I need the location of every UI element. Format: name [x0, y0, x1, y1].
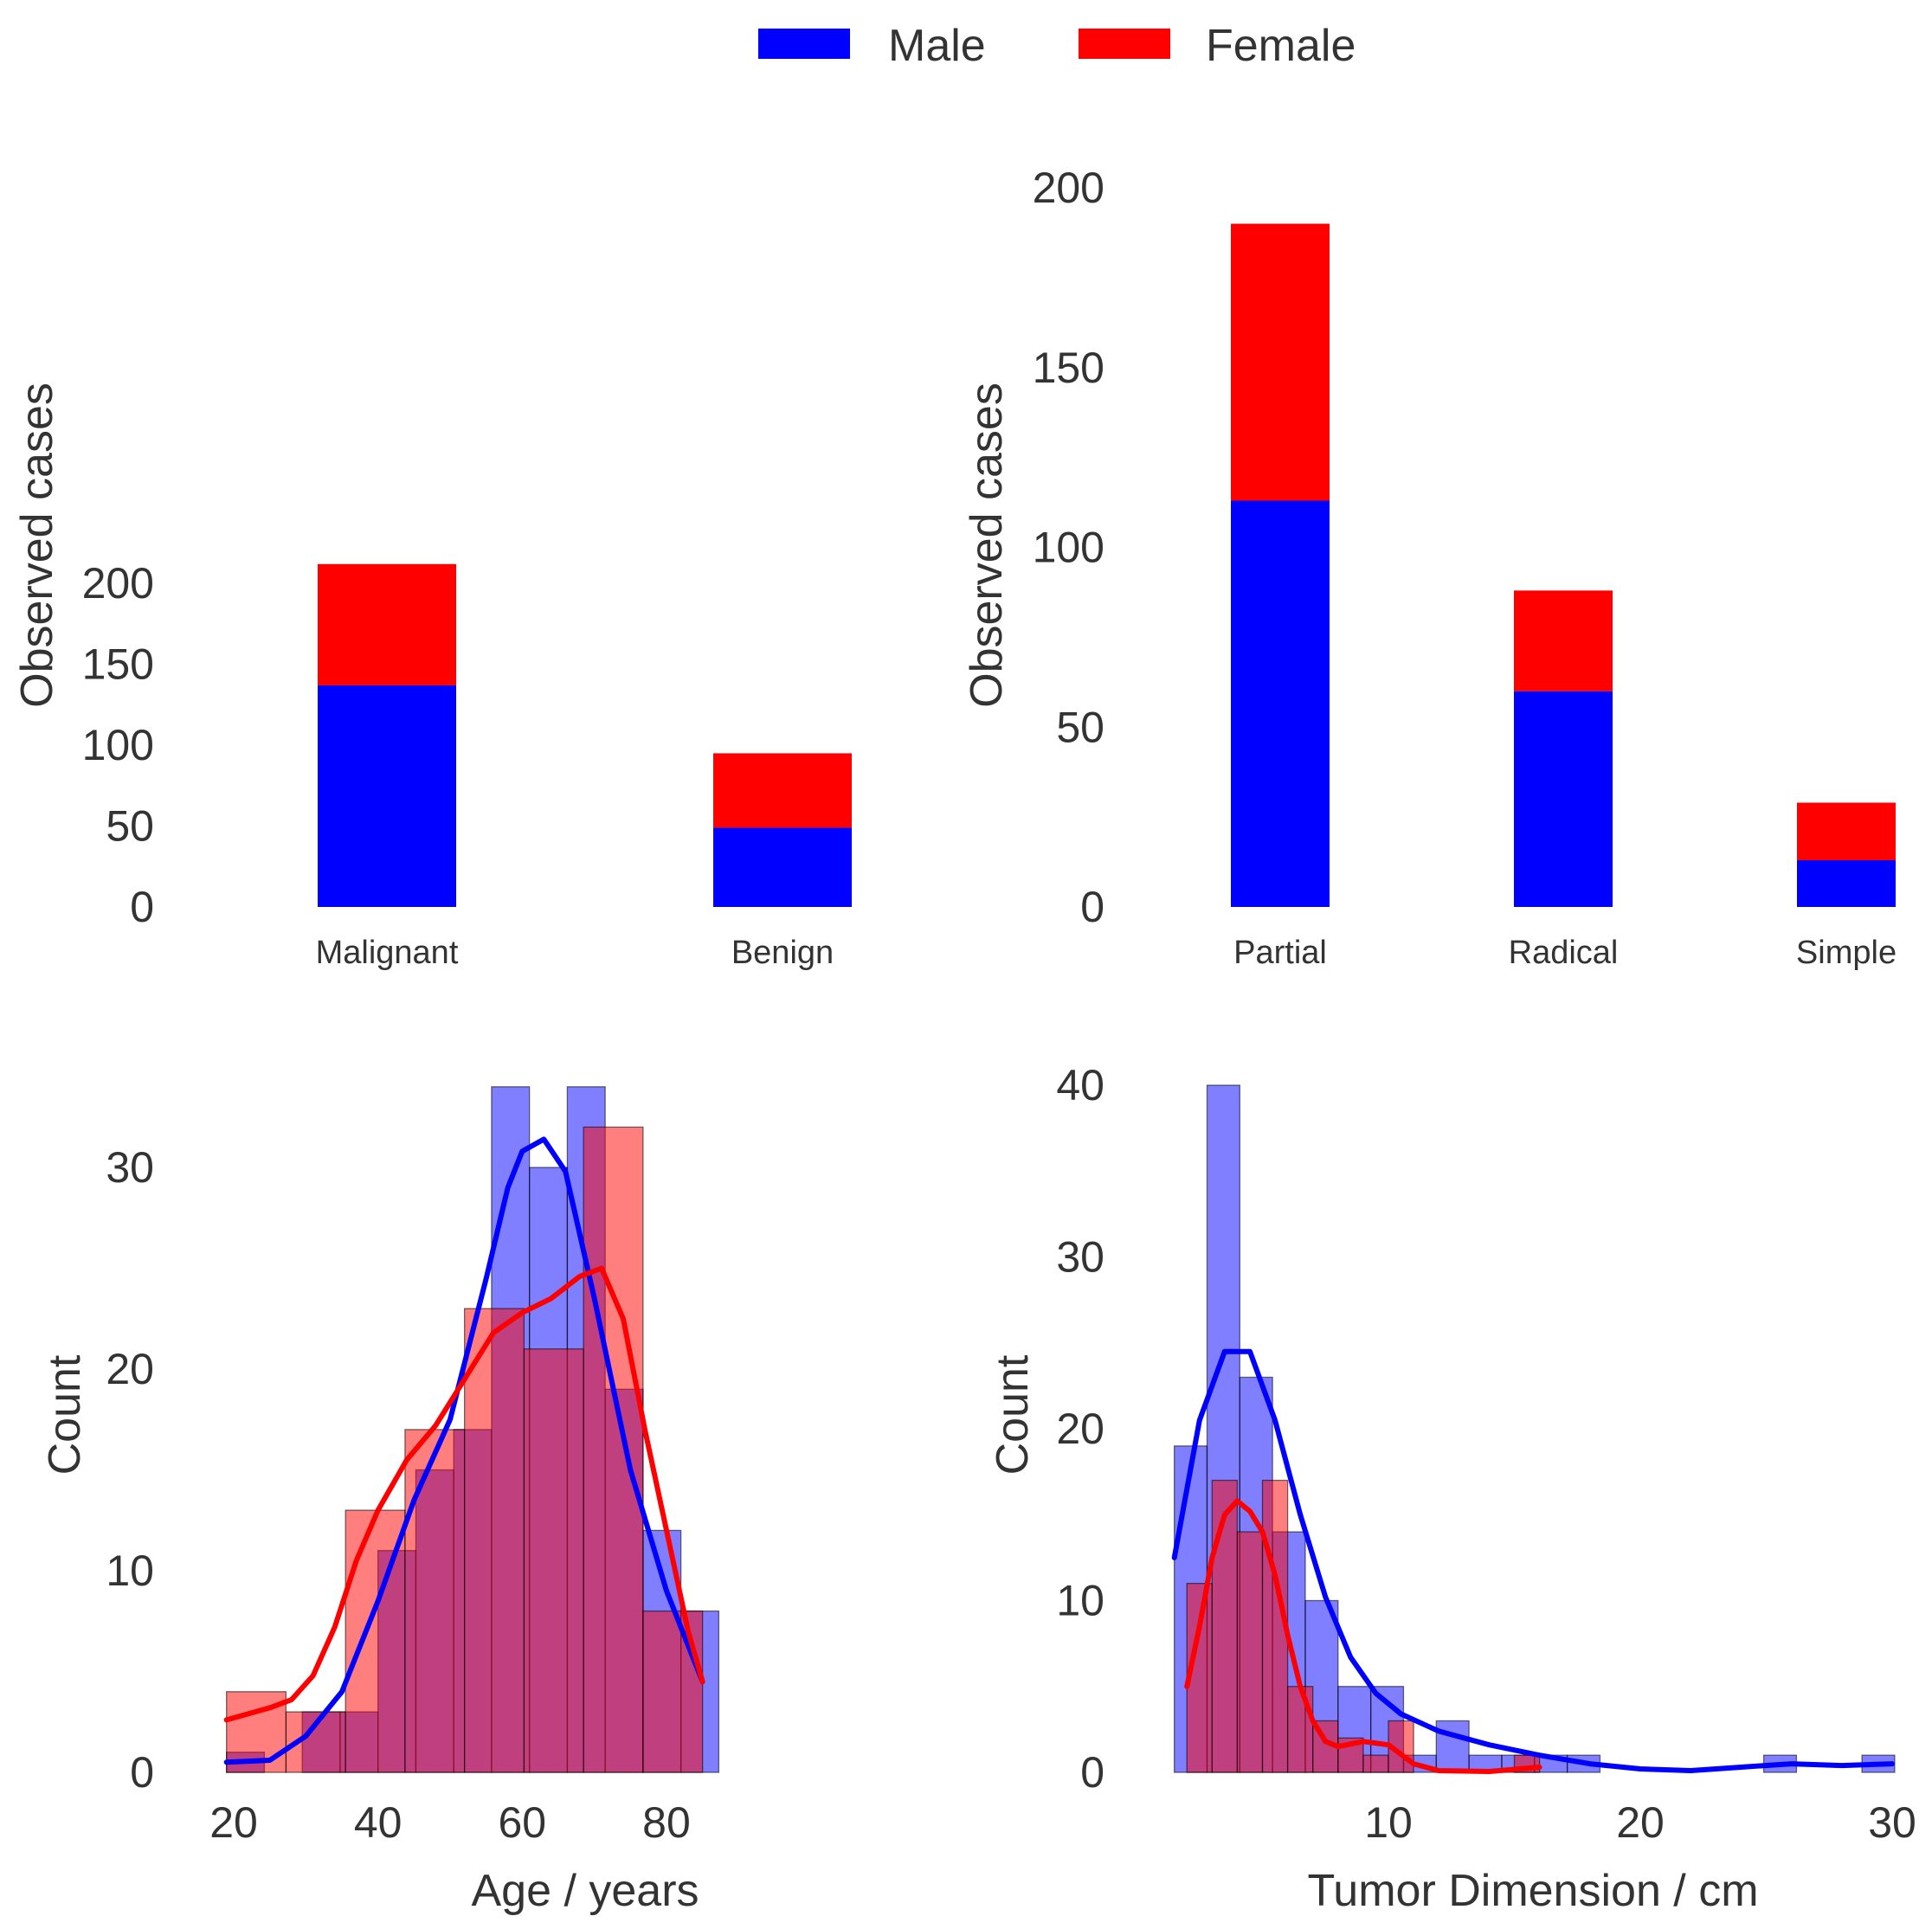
diagnosis-bar-malignant-male [318, 685, 456, 907]
age-x-axis-label: Age / years [471, 1866, 699, 1916]
diagnosis-bar-malignant-female [318, 563, 456, 685]
tumor-y-tick-20: 20 [1056, 1405, 1104, 1453]
tumor-x-tick-10: 10 [1364, 1798, 1413, 1847]
surgery-bar-partial-female [1231, 223, 1330, 501]
age-kde-line-male [223, 1136, 705, 1765]
tumor-y-tick-0: 0 [1080, 1748, 1104, 1797]
tumor-y-tick-30: 30 [1056, 1233, 1104, 1282]
tumor-y-tick-10: 10 [1056, 1577, 1104, 1625]
surgery-bar-simple-male [1797, 859, 1896, 907]
age-hist-bar-female-5 [523, 1348, 584, 1773]
diagnosis-y-tick-200: 200 [82, 559, 154, 608]
diagnosis-y-tick-100: 100 [82, 721, 154, 769]
tumor-hist-bar-female-1 [1211, 1479, 1239, 1773]
legend-label-male: Male [888, 21, 986, 71]
diagnosis-x-tick-benign: Benign [731, 935, 834, 971]
age-x-tick-20: 20 [209, 1798, 258, 1847]
tumor-hist-bar-female-7 [1362, 1754, 1389, 1773]
surgery-bar-partial-male [1231, 500, 1330, 907]
diagnosis-bar-benign-male [713, 827, 852, 907]
diagnosis-y-axis-label: Observed cases [12, 383, 62, 708]
surgery-bar-radical-female [1514, 590, 1613, 691]
legend-label-female: Female [1206, 21, 1356, 71]
diagnosis-bar-chart: 0 50 100 150 200 Malignant Benign Observed case… [12, 383, 852, 971]
tumor-x-tick-20: 20 [1616, 1798, 1665, 1847]
age-hist-bar-female-4 [464, 1308, 525, 1773]
surgery-bar-simple-female [1797, 802, 1896, 860]
diagnosis-y-tick-0: 0 [130, 883, 154, 931]
age-x-tick-40: 40 [354, 1798, 402, 1847]
tumor-y-tick-40: 40 [1056, 1061, 1104, 1109]
diagnosis-x-tick-malignant: Malignant [316, 935, 459, 971]
age-y-tick-10: 10 [106, 1546, 154, 1595]
surgery-y-tick-200: 200 [1033, 164, 1104, 212]
age-hist-bar-female-6 [583, 1126, 644, 1773]
surgery-bar-chart: 0 50 100 150 200 Partial Radical Simple Observed… [962, 164, 1897, 971]
surgery-y-tick-150: 150 [1033, 344, 1104, 392]
diagnosis-y-tick-150: 150 [82, 640, 154, 689]
surgery-x-tick-partial: Partial [1233, 935, 1327, 971]
age-kde-line-female [223, 1265, 705, 1723]
diagnosis-y-tick-50: 50 [106, 802, 154, 851]
legend-swatch-female [1079, 29, 1170, 59]
age-x-tick-60: 60 [499, 1798, 547, 1847]
age-y-tick-0: 0 [130, 1748, 154, 1797]
tumor-x-axis-label: Tumor Dimension / cm [1307, 1866, 1758, 1916]
tumor-hist-bar-male-8 [1435, 1720, 1470, 1773]
surgery-y-axis-label: Observed cases [962, 383, 1012, 708]
surgery-x-tick-simple: Simple [1796, 935, 1897, 971]
tumor-dimension-histogram: 0 10 20 30 40 10 20 30 Count Tumor Dimension / cm [988, 1061, 1916, 1916]
tumor-kde-line-male [1171, 1348, 1895, 1773]
age-y-axis-label: Count [40, 1354, 90, 1475]
tumor-x-tick-30: 30 [1868, 1798, 1916, 1847]
surgery-y-tick-0: 0 [1080, 883, 1104, 931]
age-histogram: 0 10 20 30 20 40 60 80 Count Age / years [40, 1086, 720, 1916]
tumor-kde-line-female [1184, 1498, 1542, 1774]
age-y-tick-20: 20 [106, 1345, 154, 1393]
surgery-bar-radical-male [1514, 691, 1613, 907]
surgery-x-tick-radical: Radical [1509, 935, 1619, 971]
legend: Male Female [758, 21, 1356, 71]
age-hist-bar-female-7 [642, 1610, 704, 1773]
legend-swatch-male [758, 29, 850, 59]
surgery-y-tick-100: 100 [1033, 524, 1104, 572]
age-hist-bar-female-3 [404, 1429, 466, 1773]
diagnosis-bar-benign-female [713, 753, 852, 828]
age-x-tick-80: 80 [642, 1798, 691, 1847]
tumor-hist-bar-female-2 [1236, 1531, 1264, 1773]
tumor-hist-bar-female-4 [1286, 1686, 1314, 1773]
tumor-y-axis-label: Count [988, 1354, 1038, 1475]
surgery-y-tick-50: 50 [1056, 703, 1104, 751]
age-y-tick-30: 30 [106, 1143, 154, 1192]
